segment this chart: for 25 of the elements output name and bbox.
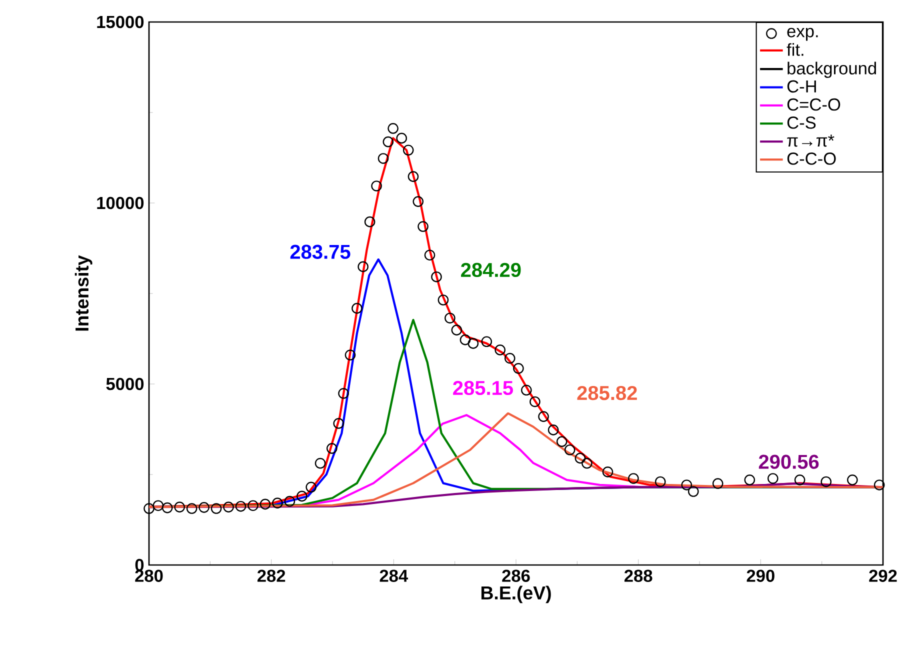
x-tick-label: 286 bbox=[502, 570, 530, 582]
legend-label: C=C-O bbox=[787, 98, 840, 111]
y-axis-title: Intensity bbox=[74, 255, 92, 331]
x-tick-label: 292 bbox=[869, 570, 897, 582]
legend-label: C-C-O bbox=[787, 152, 836, 165]
legend-label: fit. bbox=[786, 43, 804, 56]
annotation: 283.75 bbox=[290, 244, 350, 259]
x-axis-title: B.E.(eV) bbox=[481, 586, 551, 604]
x-tick-label: 288 bbox=[624, 570, 652, 582]
y-tick-label: 15000 bbox=[97, 16, 144, 28]
annotation: 285.15 bbox=[453, 380, 513, 396]
y-tick-label: 10000 bbox=[97, 196, 144, 210]
legend-label: π→π* bbox=[787, 134, 834, 147]
x-tick-label: 290 bbox=[746, 570, 774, 582]
x-tick-label: 284 bbox=[380, 570, 408, 582]
x-tick-label: 280 bbox=[135, 570, 163, 582]
x-tick-label: 282 bbox=[257, 570, 286, 582]
legend-label: C-S bbox=[787, 116, 816, 129]
annotation: 285.82 bbox=[577, 386, 637, 400]
annotation: 284.29 bbox=[461, 262, 521, 278]
legend-label: exp. bbox=[787, 28, 818, 41]
legend-label: background bbox=[788, 62, 876, 78]
annotation: 290.56 bbox=[758, 454, 819, 469]
y-tick-label: 5000 bbox=[106, 378, 144, 390]
legend-label: C-H bbox=[787, 80, 816, 93]
